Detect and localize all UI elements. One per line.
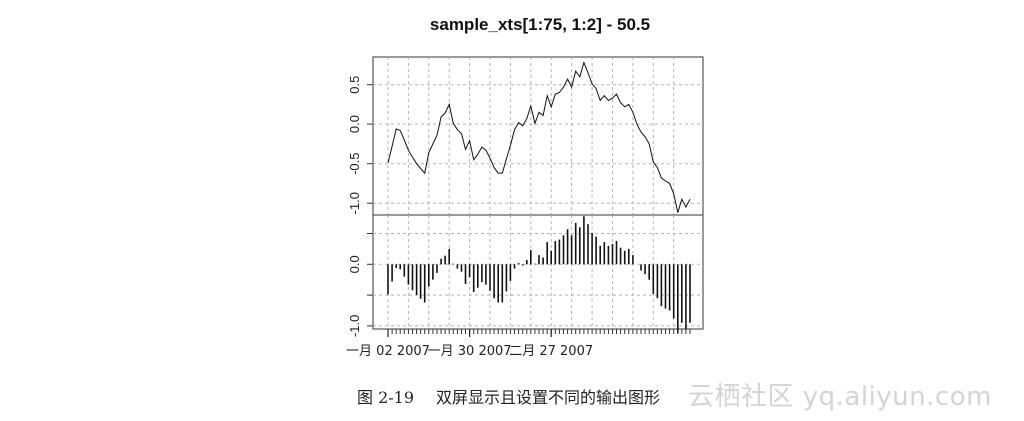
upper-y-axis: -1.0 -0.5 0.0 0.5 [347, 76, 373, 214]
series-line [387, 60, 691, 213]
y-tick-label: -1.0 [347, 315, 362, 337]
chart-title: sample_xts[1:75, 1:2] - 50.5 [430, 15, 650, 34]
upper-grid [373, 57, 703, 215]
series-bars [387, 216, 691, 334]
y-tick-label: -0.5 [347, 152, 362, 174]
y-tick-label: 0.0 [347, 115, 362, 133]
x-tick-label: 一月 30 2007 [428, 344, 512, 359]
y-tick-label: 0.0 [347, 255, 362, 273]
upper-panel: -1.0 -0.5 0.0 0.5 [347, 56, 704, 216]
watermark: 云栖社区 yq.aliyun.com [688, 382, 992, 412]
lower-panel: -1.0 0.0 [347, 214, 704, 337]
lower-panel-frame [372, 214, 704, 330]
y-tick-label: -1.0 [347, 192, 362, 214]
caption-number: 图 2-19 [357, 388, 415, 407]
x-tick-label: 一月 02 2007 [346, 344, 430, 359]
x-tick-label: 二月 27 2007 [509, 344, 593, 359]
figure-caption: 图 2-19 双屏显示且设置不同的输出图形 [357, 384, 660, 408]
lower-y-axis: -1.0 0.0 [347, 233, 373, 337]
y-tick-label: 0.5 [347, 76, 362, 94]
caption-text: 双屏显示且设置不同的输出图形 [436, 388, 661, 407]
